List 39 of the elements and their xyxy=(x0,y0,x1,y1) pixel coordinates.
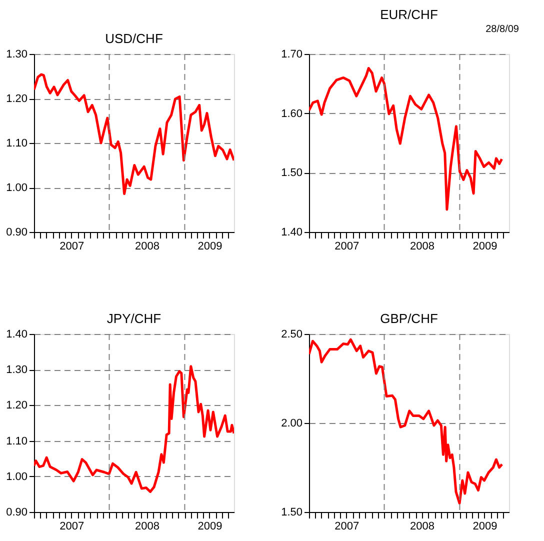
line-series xyxy=(34,365,234,493)
x-tick-label: 2009 xyxy=(198,240,222,252)
y-tick-label: 1.20 xyxy=(6,93,28,105)
line-series xyxy=(309,66,504,211)
chart-title: JPY/CHF xyxy=(106,311,162,326)
y-tick-label: 1.10 xyxy=(6,138,28,150)
y-tick-label: 1.50 xyxy=(281,506,302,518)
line-series xyxy=(34,73,234,195)
y-tick-label: 0.90 xyxy=(6,506,28,518)
x-tick-label: 2007 xyxy=(60,520,84,532)
y-tick-label: 2.00 xyxy=(281,418,302,430)
y-tick-label: 1.20 xyxy=(6,400,28,412)
line-series xyxy=(309,338,504,505)
y-tick-label: 1.00 xyxy=(6,182,28,194)
chart-title: EUR/CHF xyxy=(380,7,438,22)
y-tick-label: 0.90 xyxy=(6,226,28,238)
x-tick-label: 2009 xyxy=(472,520,498,532)
x-tick-label: 2009 xyxy=(472,240,498,252)
chart-title: GBP/CHF xyxy=(380,311,438,326)
x-tick-label: 2008 xyxy=(410,520,435,532)
y-tick-label: 1.00 xyxy=(6,470,28,483)
x-tick-label: 2007 xyxy=(334,240,360,252)
x-tick-label: 2008 xyxy=(410,240,435,252)
x-tick-label: 2008 xyxy=(135,520,160,532)
y-tick-label: 1.70 xyxy=(281,48,302,60)
y-tick-label: 2.50 xyxy=(281,328,302,340)
y-tick-label: 1.30 xyxy=(6,48,28,60)
chart-title: USD/CHF xyxy=(105,31,163,46)
x-tick-label: 2009 xyxy=(198,520,222,532)
y-tick-label: 1.60 xyxy=(281,108,302,120)
x-tick-label: 2008 xyxy=(135,240,160,252)
x-tick-label: 2007 xyxy=(60,240,84,252)
x-tick-label: 2007 xyxy=(334,520,360,532)
y-tick-label: 1.50 xyxy=(281,167,302,180)
y-tick-label: 1.40 xyxy=(281,226,302,238)
text: 28/8/09 xyxy=(486,24,520,35)
y-tick-label: 1.10 xyxy=(6,435,28,448)
y-tick-label: 1.30 xyxy=(6,364,28,376)
y-tick-label: 1.40 xyxy=(6,328,28,340)
